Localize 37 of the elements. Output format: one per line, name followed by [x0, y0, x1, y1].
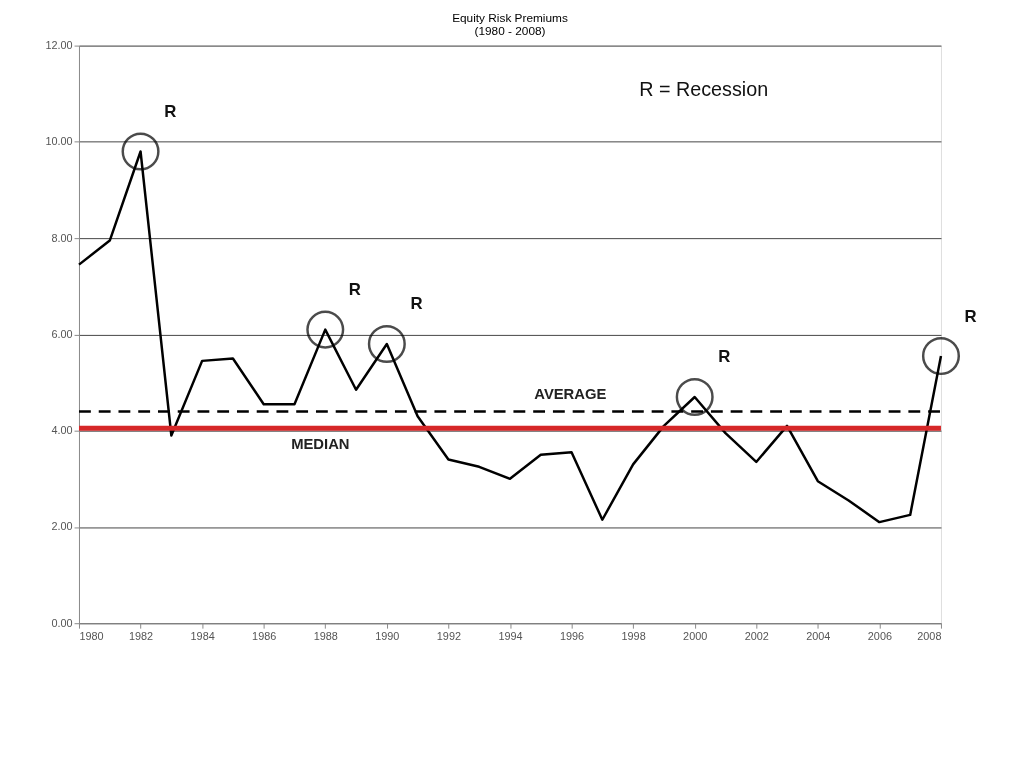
x-tick-label: 1988 — [313, 629, 338, 642]
annotation: R — [964, 306, 977, 326]
y-tick-label: 6.00 — [51, 327, 73, 340]
point — [921, 337, 961, 376]
y-tick-label: 10.00 — [45, 135, 73, 148]
point — [367, 325, 406, 364]
annotation: R — [410, 294, 423, 314]
x-tick-label: 1986 — [252, 629, 277, 642]
x-tick-label: 2004 — [806, 629, 831, 642]
x-tick-label: 2002 — [744, 629, 769, 642]
x-tick-label: 1996 — [559, 629, 585, 642]
point — [675, 377, 714, 416]
annotation: R — [164, 101, 177, 121]
x-tick-label: 2000 — [683, 629, 708, 642]
point — [306, 310, 345, 349]
y-tick-label: 2.00 — [51, 520, 73, 533]
x-tick-label: 1994 — [498, 629, 523, 642]
chart-subtitle: (1980 - 2008) — [474, 23, 546, 38]
y-tick-label: 8.00 — [51, 231, 73, 244]
x-tick-label: 1992 — [436, 629, 461, 642]
x-tick-label: 1990 — [375, 629, 400, 642]
annotation: R — [348, 280, 361, 300]
y-tick-label: 4.00 — [51, 424, 73, 437]
x-tick-label: 2008 — [917, 629, 942, 642]
x-tick-label: 1984 — [190, 629, 215, 642]
annotation: R = Recession — [639, 77, 769, 100]
annotation: R — [718, 347, 731, 367]
ref-line-label: AVERAGE — [534, 385, 607, 402]
point — [121, 132, 160, 171]
x-tick-label: 1980 — [79, 629, 104, 642]
x-tick-label: 1982 — [128, 629, 154, 642]
ref-line-label: MEDIAN — [291, 436, 350, 453]
x-tick-label: 2006 — [867, 629, 892, 642]
y-tick-label: 0.00 — [51, 616, 73, 629]
chart-title: Equity Risk Premiums — [452, 10, 568, 25]
y-tick-label: 12.00 — [45, 39, 73, 52]
x-tick-label: 1998 — [621, 629, 646, 642]
